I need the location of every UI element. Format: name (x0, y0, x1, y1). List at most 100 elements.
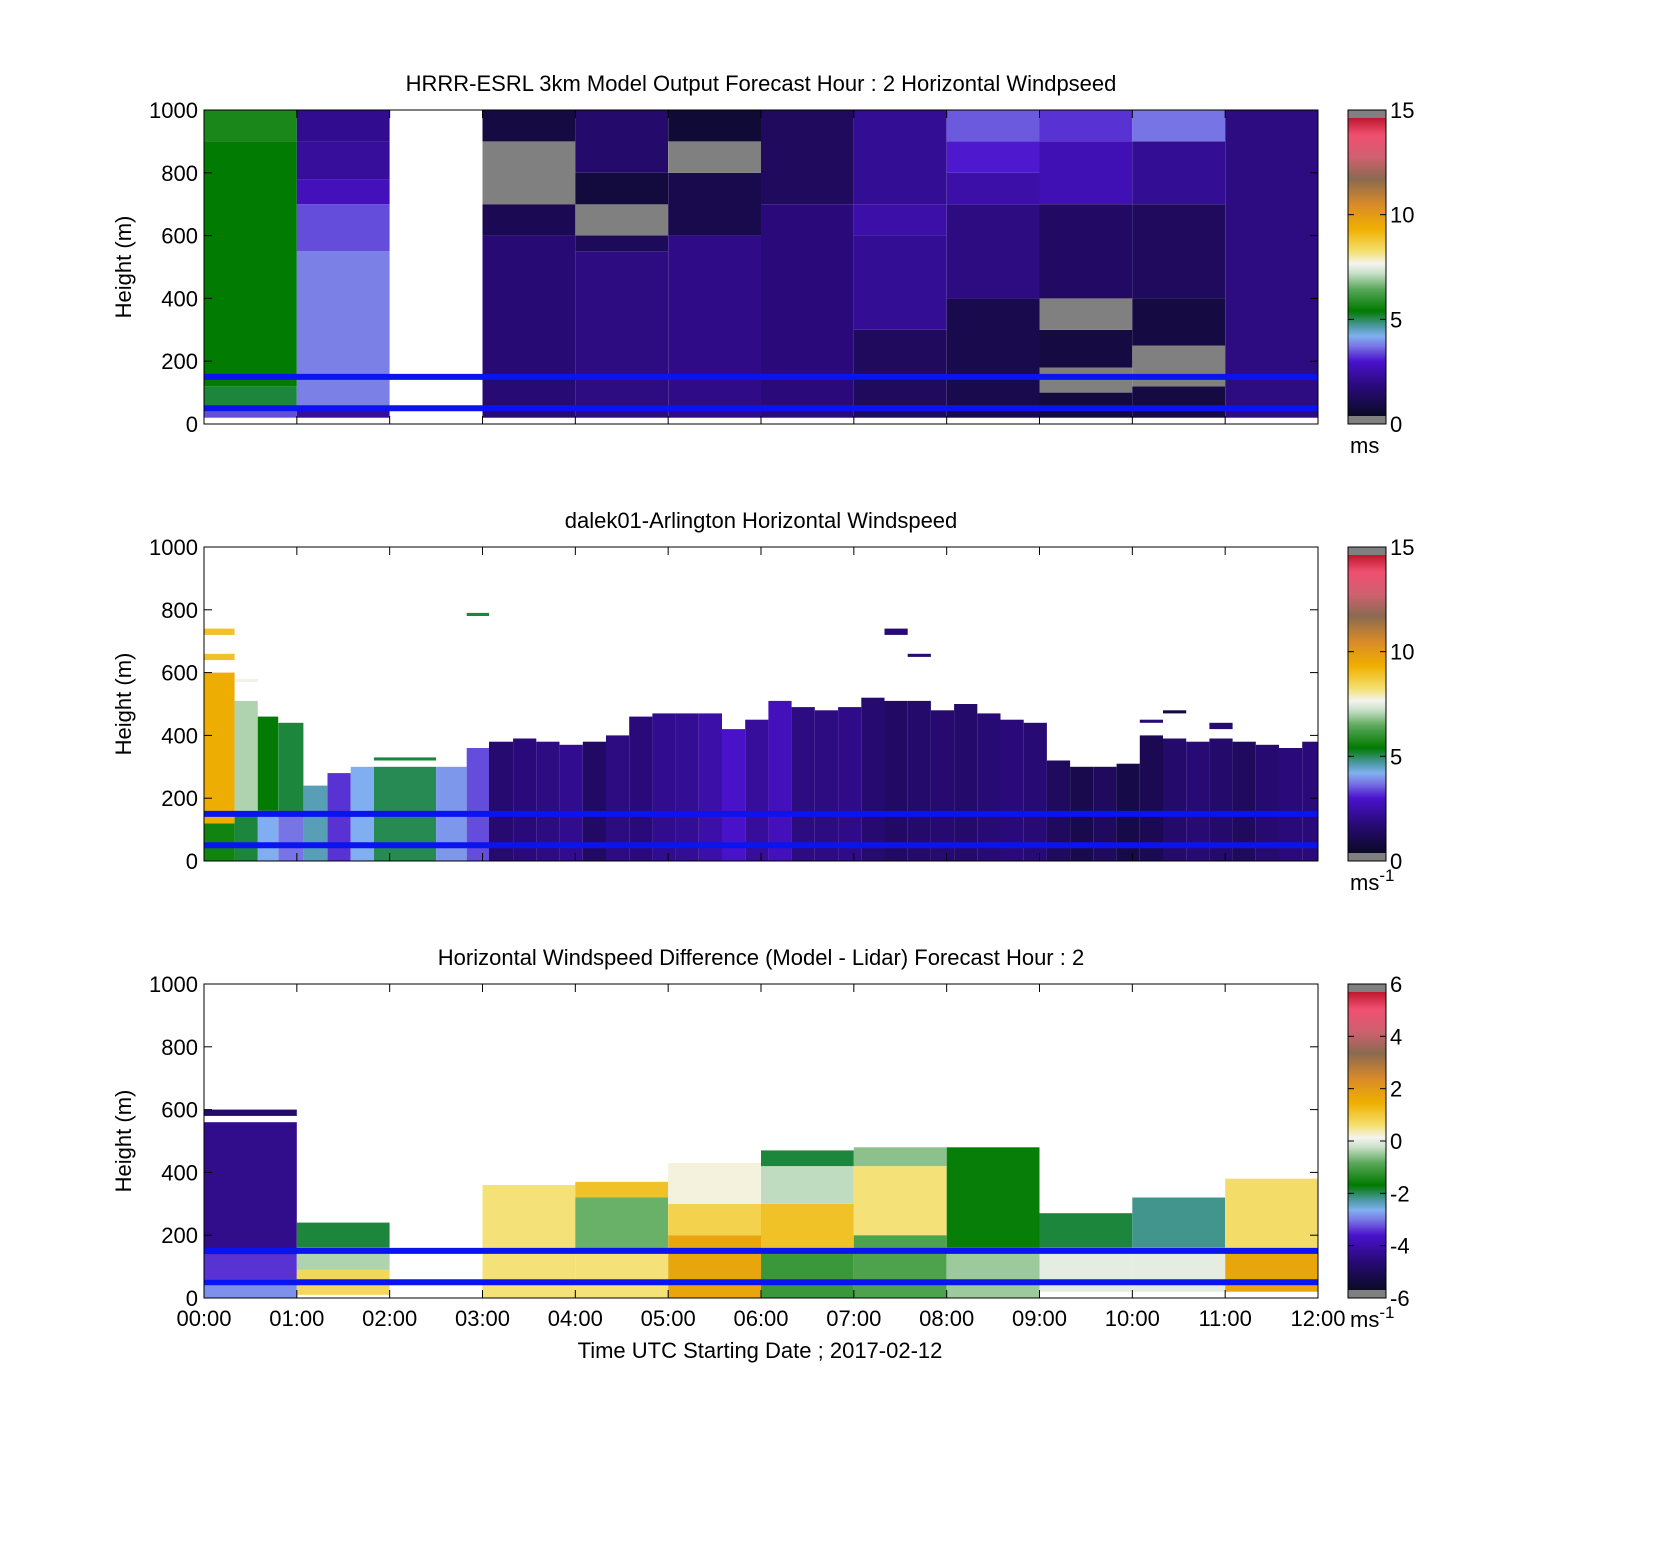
colorbar-unit: ms-1 (1350, 1303, 1394, 1332)
y-tick-label: 600 (161, 661, 198, 686)
colorbar (1347, 109, 1387, 425)
heatmap-cell (482, 1185, 576, 1298)
heatmap-cell (853, 329, 947, 418)
heatmap-cell (954, 704, 978, 861)
heatmap-cell (668, 1163, 761, 1204)
heatmap-cell (575, 110, 669, 173)
colorbar-tick-label: 0 (1390, 1129, 1402, 1154)
heatmap-cell (1209, 738, 1233, 861)
x-tick-label: 06:00 (733, 1306, 788, 1331)
y-tick-label: 1000 (149, 535, 198, 560)
heatmap-cell (946, 110, 1040, 142)
heatmap-cell (1225, 1178, 1318, 1251)
y-axis-label: Height (m) (111, 216, 136, 319)
heatmap-cell (234, 678, 258, 682)
heatmap-cell (296, 1222, 390, 1248)
heatmap-cell (761, 1203, 854, 1251)
heatmap-cell (482, 235, 576, 418)
heatmap-cell (466, 612, 489, 616)
x-tick-label: 01:00 (269, 1306, 324, 1331)
colorbar-tick-label: 5 (1390, 307, 1402, 332)
heatmap-cell (761, 204, 854, 418)
colorbar-tick-label: -2 (1390, 1181, 1410, 1206)
y-tick-label: 800 (161, 598, 198, 623)
heatmap-cell (768, 700, 792, 861)
heatmap-cell (946, 141, 1040, 173)
y-axis-label: Height (m) (111, 653, 136, 756)
heatmap-cell (668, 1235, 761, 1298)
x-tick-label: 09:00 (1012, 1306, 1067, 1331)
difference-panel: 0 200 400 600 800 1000 00:00 01:00 02:00 03:00 04:… (111, 945, 1410, 1332)
heatmap-cell (303, 785, 328, 861)
heatmap-cell (1225, 110, 1318, 418)
x-tick-label: 11:00 (1198, 1306, 1251, 1331)
heatmap-cell (1039, 204, 1133, 299)
heatmap-cell (204, 1109, 297, 1116)
heatmap-cell (489, 741, 514, 861)
heatmap-cell (838, 707, 862, 861)
colorbar-tick-label: 15 (1390, 535, 1414, 560)
colorbar-tick-label: 0 (1390, 412, 1402, 437)
heatmap-cell (296, 408, 390, 418)
heatmap-cell (204, 672, 235, 824)
heatmap-cell (1225, 1250, 1318, 1292)
heatmap-cell (1132, 345, 1226, 387)
heatmap-cell (722, 729, 746, 861)
heatmap-cell (204, 628, 235, 635)
x-tick-label: 10:00 (1105, 1306, 1160, 1331)
heatmap-cell (907, 653, 931, 657)
heatmap-cell (1039, 367, 1133, 393)
heatmap-cell (327, 773, 351, 861)
heatmap-cell (946, 298, 1040, 418)
heatmap-cell (1039, 110, 1133, 142)
y-tick-label: 200 (161, 1223, 198, 1248)
y-tick-label: 400 (161, 723, 198, 748)
heatmap-cell (575, 1197, 669, 1251)
heatmap-cell (513, 738, 537, 861)
colorbar-tick-label: 15 (1390, 98, 1414, 123)
heatmap-cell (884, 700, 908, 861)
heatmap-cell (204, 653, 235, 661)
heatmap-cell (296, 141, 390, 180)
heatmap-cell (1132, 1197, 1226, 1248)
heatmap-cell (606, 735, 630, 861)
heatmap-cell (1232, 741, 1256, 861)
heatmap-cell (853, 110, 947, 205)
heatmap-cell (1039, 329, 1133, 368)
heatmap-cell (652, 713, 676, 861)
heatmap-cell (853, 1166, 947, 1236)
heatmap-cell (668, 1203, 761, 1236)
heatmap-cell (278, 813, 304, 861)
heatmap-cell (761, 1150, 854, 1167)
y-tick-label: 0 (186, 849, 198, 874)
heatmap-cell (296, 179, 390, 205)
panel-title: HRRR-ESRL 3km Model Output Forecast Hour… (406, 71, 1117, 96)
heatmap-cell (204, 411, 297, 418)
heatmap-cell (761, 110, 854, 205)
heatmap-cell (1186, 741, 1210, 861)
heatmap-cell (204, 110, 297, 142)
heatmap-cell (234, 700, 258, 814)
y-tick-label: 800 (161, 161, 198, 186)
colorbar-tick-label: 10 (1390, 640, 1414, 665)
heatmap-cell (1039, 392, 1133, 418)
heatmap-cell (1132, 204, 1226, 299)
heatmap-cell (698, 713, 722, 861)
heatmap-cell (853, 235, 947, 330)
y-tick-label: 200 (161, 349, 198, 374)
heatmap-cell (575, 1181, 669, 1198)
heatmap-cell (745, 719, 769, 861)
heatmap-cell (884, 628, 908, 635)
heatmap-cell (582, 741, 606, 861)
heatmap-cell (761, 1166, 854, 1204)
y-tick-label: 600 (161, 224, 198, 249)
heatmap-cell (575, 204, 669, 236)
heatmap-cell (853, 1235, 947, 1298)
heatmap-cell (853, 1147, 947, 1167)
x-tick-label: 04:00 (548, 1306, 603, 1331)
figure-xlabel: Time UTC Starting Date ; 2017-02-12 (578, 1338, 943, 1363)
heatmap-cell (946, 1147, 1040, 1248)
heatmap-cell (946, 172, 1040, 205)
heatmap-cell (575, 251, 669, 418)
